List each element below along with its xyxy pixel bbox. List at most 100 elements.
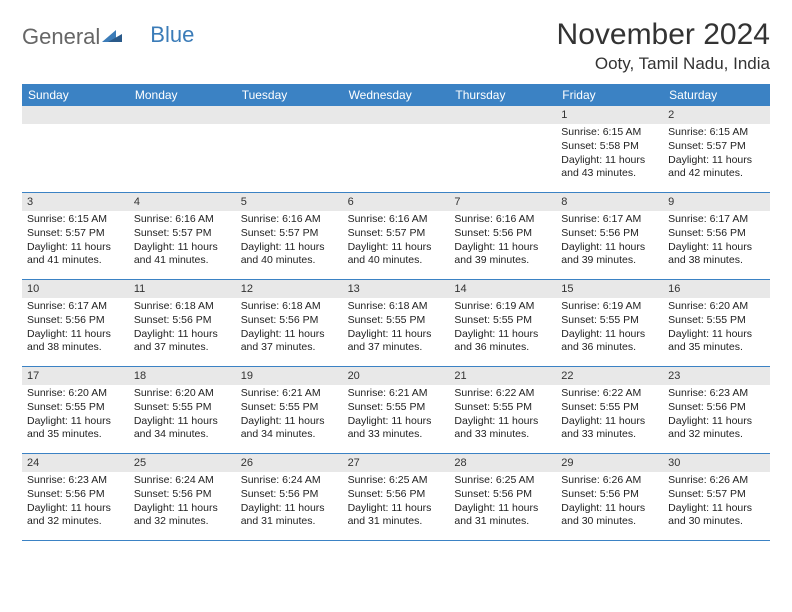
week-row: 10Sunrise: 6:17 AMSunset: 5:56 PMDayligh…: [22, 280, 770, 367]
day-cell: 24Sunrise: 6:23 AMSunset: 5:56 PMDayligh…: [22, 454, 129, 540]
sunrise-text: Sunrise: 6:16 AM: [454, 213, 551, 227]
daylight-text: Daylight: 11 hours and 36 minutes.: [561, 328, 658, 355]
sunset-text: Sunset: 5:57 PM: [668, 488, 765, 502]
sunrise-text: Sunrise: 6:16 AM: [241, 213, 338, 227]
daylight-text: Daylight: 11 hours and 38 minutes.: [668, 241, 765, 268]
day-details: Sunrise: 6:20 AMSunset: 5:55 PMDaylight:…: [22, 385, 129, 446]
sunrise-text: Sunrise: 6:22 AM: [454, 387, 551, 401]
month-title: November 2024: [557, 18, 770, 52]
day-details: Sunrise: 6:15 AMSunset: 5:57 PMDaylight:…: [22, 211, 129, 272]
header: General Blue November 2024 Ooty, Tamil N…: [22, 18, 770, 74]
day-details: Sunrise: 6:24 AMSunset: 5:56 PMDaylight:…: [236, 472, 343, 533]
day-details: Sunrise: 6:26 AMSunset: 5:57 PMDaylight:…: [663, 472, 770, 533]
day-details: Sunrise: 6:20 AMSunset: 5:55 PMDaylight:…: [663, 298, 770, 359]
day-number: [343, 106, 450, 124]
day-details: Sunrise: 6:16 AMSunset: 5:56 PMDaylight:…: [449, 211, 556, 272]
sunset-text: Sunset: 5:55 PM: [241, 401, 338, 415]
day-details: Sunrise: 6:17 AMSunset: 5:56 PMDaylight:…: [663, 211, 770, 272]
day-cell: [449, 106, 556, 192]
daylight-text: Daylight: 11 hours and 35 minutes.: [668, 328, 765, 355]
day-number: 6: [343, 193, 450, 211]
sunrise-text: Sunrise: 6:17 AM: [561, 213, 658, 227]
sunset-text: Sunset: 5:56 PM: [134, 314, 231, 328]
daylight-text: Daylight: 11 hours and 31 minutes.: [348, 502, 445, 529]
day-details: Sunrise: 6:20 AMSunset: 5:55 PMDaylight:…: [129, 385, 236, 446]
day-details: Sunrise: 6:25 AMSunset: 5:56 PMDaylight:…: [343, 472, 450, 533]
daylight-text: Daylight: 11 hours and 33 minutes.: [348, 415, 445, 442]
daylight-text: Daylight: 11 hours and 34 minutes.: [134, 415, 231, 442]
sunset-text: Sunset: 5:56 PM: [27, 488, 124, 502]
daylight-text: Daylight: 11 hours and 30 minutes.: [561, 502, 658, 529]
day-number: 4: [129, 193, 236, 211]
daylight-text: Daylight: 11 hours and 40 minutes.: [348, 241, 445, 268]
daylight-text: Daylight: 11 hours and 43 minutes.: [561, 154, 658, 181]
sunset-text: Sunset: 5:56 PM: [27, 314, 124, 328]
day-number: [236, 106, 343, 124]
dayhead-tue: Tuesday: [236, 84, 343, 106]
day-details: Sunrise: 6:15 AMSunset: 5:57 PMDaylight:…: [663, 124, 770, 185]
sunset-text: Sunset: 5:55 PM: [668, 314, 765, 328]
day-number: 15: [556, 280, 663, 298]
day-details: Sunrise: 6:17 AMSunset: 5:56 PMDaylight:…: [22, 298, 129, 359]
sunset-text: Sunset: 5:56 PM: [668, 401, 765, 415]
daylight-text: Daylight: 11 hours and 35 minutes.: [27, 415, 124, 442]
week-row: 17Sunrise: 6:20 AMSunset: 5:55 PMDayligh…: [22, 367, 770, 454]
sunrise-text: Sunrise: 6:16 AM: [134, 213, 231, 227]
sunset-text: Sunset: 5:56 PM: [454, 227, 551, 241]
sunset-text: Sunset: 5:57 PM: [668, 140, 765, 154]
sunset-text: Sunset: 5:55 PM: [134, 401, 231, 415]
day-number: 12: [236, 280, 343, 298]
dayhead-thu: Thursday: [449, 84, 556, 106]
day-number: 18: [129, 367, 236, 385]
day-cell: 22Sunrise: 6:22 AMSunset: 5:55 PMDayligh…: [556, 367, 663, 453]
day-number: 14: [449, 280, 556, 298]
day-number: 7: [449, 193, 556, 211]
day-details: Sunrise: 6:17 AMSunset: 5:56 PMDaylight:…: [556, 211, 663, 272]
daylight-text: Daylight: 11 hours and 37 minutes.: [134, 328, 231, 355]
daylight-text: Daylight: 11 hours and 34 minutes.: [241, 415, 338, 442]
day-number: [129, 106, 236, 124]
daylight-text: Daylight: 11 hours and 41 minutes.: [27, 241, 124, 268]
day-details: Sunrise: 6:19 AMSunset: 5:55 PMDaylight:…: [449, 298, 556, 359]
day-number: 23: [663, 367, 770, 385]
day-cell: 13Sunrise: 6:18 AMSunset: 5:55 PMDayligh…: [343, 280, 450, 366]
daylight-text: Daylight: 11 hours and 40 minutes.: [241, 241, 338, 268]
day-cell: 28Sunrise: 6:25 AMSunset: 5:56 PMDayligh…: [449, 454, 556, 540]
daylight-text: Daylight: 11 hours and 33 minutes.: [561, 415, 658, 442]
day-cell: 8Sunrise: 6:17 AMSunset: 5:56 PMDaylight…: [556, 193, 663, 279]
daylight-text: Daylight: 11 hours and 41 minutes.: [134, 241, 231, 268]
daylight-text: Daylight: 11 hours and 39 minutes.: [454, 241, 551, 268]
day-cell: 6Sunrise: 6:16 AMSunset: 5:57 PMDaylight…: [343, 193, 450, 279]
day-cell: [22, 106, 129, 192]
day-number: 8: [556, 193, 663, 211]
day-number: 28: [449, 454, 556, 472]
day-number: 26: [236, 454, 343, 472]
day-cell: 3Sunrise: 6:15 AMSunset: 5:57 PMDaylight…: [22, 193, 129, 279]
day-cell: 17Sunrise: 6:20 AMSunset: 5:55 PMDayligh…: [22, 367, 129, 453]
daylight-text: Daylight: 11 hours and 36 minutes.: [454, 328, 551, 355]
sunset-text: Sunset: 5:55 PM: [454, 314, 551, 328]
sunset-text: Sunset: 5:56 PM: [134, 488, 231, 502]
sunrise-text: Sunrise: 6:23 AM: [27, 474, 124, 488]
sunset-text: Sunset: 5:56 PM: [561, 488, 658, 502]
day-cell: [129, 106, 236, 192]
sunrise-text: Sunrise: 6:22 AM: [561, 387, 658, 401]
day-number: 27: [343, 454, 450, 472]
day-cell: 2Sunrise: 6:15 AMSunset: 5:57 PMDaylight…: [663, 106, 770, 192]
day-number: 19: [236, 367, 343, 385]
day-details: Sunrise: 6:18 AMSunset: 5:55 PMDaylight:…: [343, 298, 450, 359]
day-details: Sunrise: 6:24 AMSunset: 5:56 PMDaylight:…: [129, 472, 236, 533]
sunrise-text: Sunrise: 6:15 AM: [668, 126, 765, 140]
dayhead-sun: Sunday: [22, 84, 129, 106]
day-number: 22: [556, 367, 663, 385]
sunrise-text: Sunrise: 6:25 AM: [348, 474, 445, 488]
day-number: 5: [236, 193, 343, 211]
week-row: 24Sunrise: 6:23 AMSunset: 5:56 PMDayligh…: [22, 454, 770, 541]
sunset-text: Sunset: 5:55 PM: [348, 401, 445, 415]
calendar-body: 1Sunrise: 6:15 AMSunset: 5:58 PMDaylight…: [22, 106, 770, 541]
day-cell: 7Sunrise: 6:16 AMSunset: 5:56 PMDaylight…: [449, 193, 556, 279]
day-details: Sunrise: 6:16 AMSunset: 5:57 PMDaylight:…: [343, 211, 450, 272]
day-number: 3: [22, 193, 129, 211]
sunset-text: Sunset: 5:57 PM: [27, 227, 124, 241]
day-cell: 10Sunrise: 6:17 AMSunset: 5:56 PMDayligh…: [22, 280, 129, 366]
